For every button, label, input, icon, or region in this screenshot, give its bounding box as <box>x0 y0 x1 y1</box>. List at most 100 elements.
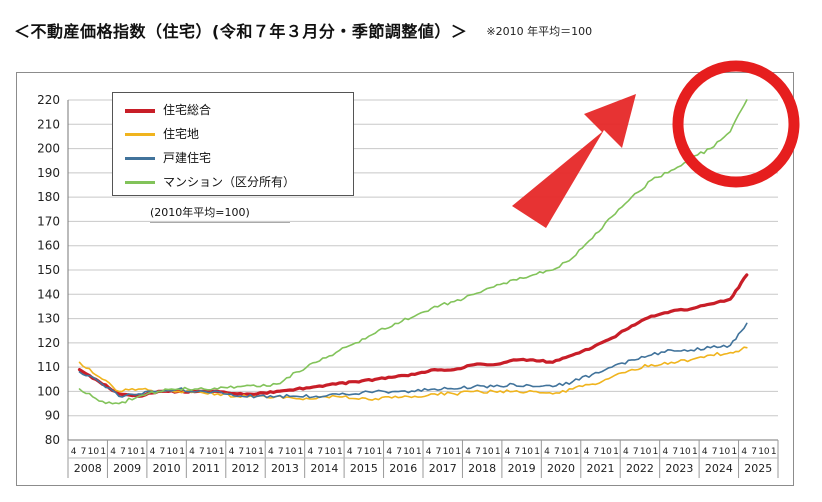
y-tick-label: 110 <box>37 360 60 374</box>
month-tick-label: 10 <box>88 447 100 457</box>
month-tick-label: 7 <box>238 447 244 457</box>
month-tick-label: 10 <box>324 447 336 457</box>
month-tick-label: 4 <box>307 447 313 457</box>
year-label: 2015 <box>350 462 378 475</box>
year-label: 2008 <box>74 462 102 475</box>
month-tick-label: 7 <box>436 447 442 457</box>
month-tick-label: 4 <box>110 447 116 457</box>
series-line-condo <box>78 99 748 405</box>
month-tick-label: 7 <box>396 447 402 457</box>
month-tick-label: 10 <box>758 447 770 457</box>
month-tick-label: 7 <box>672 447 678 457</box>
month-tick-label: 1 <box>219 447 225 457</box>
month-tick-label: 4 <box>623 447 629 457</box>
year-label: 2014 <box>310 462 338 475</box>
legend-label-detached: 戸建住宅 <box>163 151 212 165</box>
month-tick-label: 1 <box>653 447 659 457</box>
trend-arrow <box>512 94 636 228</box>
month-tick-label: 1 <box>771 447 777 457</box>
month-tick-label: 10 <box>127 447 139 457</box>
month-tick-label: 1 <box>298 447 304 457</box>
month-tick-label: 1 <box>613 447 619 457</box>
year-label: 2012 <box>232 462 260 475</box>
series-line-total <box>77 273 749 398</box>
legend-item-detached: 戸建住宅 <box>125 149 211 166</box>
month-tick-label: 10 <box>719 447 731 457</box>
year-label: 2021 <box>587 462 615 475</box>
month-tick-label: 10 <box>364 447 376 457</box>
month-tick-label: 1 <box>534 447 540 457</box>
month-tick-label: 7 <box>357 447 363 457</box>
y-tick-label: 180 <box>37 190 60 204</box>
month-tick-label: 10 <box>443 447 455 457</box>
year-label: 2016 <box>389 462 417 475</box>
y-tick-label: 210 <box>37 117 60 131</box>
month-tick-label: 7 <box>593 447 599 457</box>
month-tick-label: 10 <box>285 447 297 457</box>
y-tick-label: 100 <box>37 384 60 398</box>
legend-swatch-total <box>125 108 155 113</box>
month-tick-label: 4 <box>465 447 471 457</box>
y-tick-label: 150 <box>37 263 60 277</box>
month-tick-label: 10 <box>403 447 415 457</box>
month-tick-label: 1 <box>337 447 343 457</box>
month-tick-label: 4 <box>150 447 156 457</box>
month-tick-label: 4 <box>662 447 668 457</box>
year-label: 2017 <box>429 462 457 475</box>
page-base-note: ※2010 年平均＝100 <box>486 25 593 38</box>
month-tick-label: 10 <box>679 447 691 457</box>
month-tick-label: 10 <box>600 447 612 457</box>
series-line-detached <box>78 322 748 399</box>
y-tick-label: 160 <box>37 239 60 253</box>
year-label: 2022 <box>626 462 654 475</box>
month-tick-label: 7 <box>278 447 284 457</box>
legend-swatch-land <box>125 133 155 136</box>
month-tick-label: 4 <box>268 447 274 457</box>
month-tick-label: 10 <box>561 447 573 457</box>
month-tick-label: 4 <box>505 447 511 457</box>
month-tick-label: 7 <box>317 447 323 457</box>
y-tick-label: 200 <box>37 142 60 156</box>
legend-label-land: 住宅地 <box>163 127 200 141</box>
month-tick-label: 1 <box>179 447 185 457</box>
y-tick-label: 190 <box>37 166 60 180</box>
month-tick-label: 1 <box>100 447 106 457</box>
page-header: ＜不動産価格指数（住宅）(令和７年３月分・季節調整値）＞ ※2010 年平均＝1… <box>14 18 592 42</box>
month-tick-label: 10 <box>482 447 494 457</box>
year-label: 2024 <box>705 462 733 475</box>
month-tick-label: 7 <box>751 447 757 457</box>
month-tick-label: 4 <box>544 447 550 457</box>
month-tick-label: 7 <box>633 447 639 457</box>
y-tick-label: 130 <box>37 312 60 326</box>
legend-item-total: 住宅総合 <box>125 101 211 118</box>
year-label: 2020 <box>547 462 575 475</box>
month-tick-label: 4 <box>347 447 353 457</box>
month-tick-label: 1 <box>140 447 146 457</box>
page-title: ＜不動産価格指数（住宅）(令和７年３月分・季節調整値）＞ <box>14 22 468 41</box>
month-tick-label: 4 <box>741 447 747 457</box>
month-tick-label: 1 <box>731 447 737 457</box>
y-tick-label: 80 <box>45 433 60 447</box>
year-label: 2025 <box>744 462 772 475</box>
year-label: 2019 <box>508 462 536 475</box>
month-tick-label: 4 <box>189 447 195 457</box>
month-tick-label: 10 <box>640 447 652 457</box>
month-tick-label: 4 <box>229 447 235 457</box>
month-tick-label: 1 <box>376 447 382 457</box>
legend-swatch-condo <box>125 181 155 184</box>
legend-label-condo: マンション（区分所有） <box>163 175 296 189</box>
chart-base-note: (2010年平均=100) <box>150 204 290 223</box>
legend-swatch-detached <box>125 157 155 160</box>
month-tick-label: 1 <box>455 447 461 457</box>
year-label: 2018 <box>468 462 496 475</box>
month-tick-label: 10 <box>245 447 257 457</box>
month-tick-label: 7 <box>554 447 560 457</box>
month-tick-label: 7 <box>712 447 718 457</box>
month-tick-label: 1 <box>258 447 264 457</box>
month-tick-label: 7 <box>81 447 87 457</box>
month-tick-label: 1 <box>495 447 501 457</box>
month-tick-label: 7 <box>120 447 126 457</box>
y-tick-label: 90 <box>45 409 60 423</box>
y-tick-label: 140 <box>37 287 60 301</box>
legend-label-total: 住宅総合 <box>163 103 212 117</box>
